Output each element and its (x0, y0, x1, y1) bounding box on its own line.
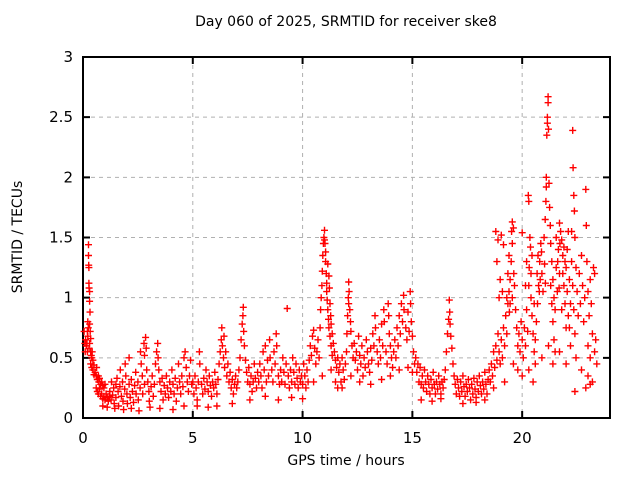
y-tick-label: 1.5 (49, 229, 73, 247)
axis-ticks (82, 56, 610, 419)
y-tick-label: 2 (63, 168, 73, 186)
grid-lines (83, 57, 610, 418)
y-tick-label: 2.5 (49, 108, 73, 126)
x-tick-label: 5 (188, 429, 198, 447)
y-tick-label: 0 (63, 409, 73, 427)
scatter-points (80, 93, 601, 415)
y-tick-label: 3 (63, 48, 73, 66)
y-tick-label: 0.5 (49, 349, 73, 367)
x-tick-label: 20 (513, 429, 532, 447)
y-axis-label: SRMTID / TECUs (10, 180, 26, 294)
x-tick-label: 15 (403, 429, 422, 447)
x-axis-label: GPS time / hours (287, 453, 405, 469)
x-tick-label: 10 (293, 429, 312, 447)
y-tick-label: 1 (63, 289, 73, 307)
x-tick-label: 0 (78, 429, 88, 447)
chart-title: Day 060 of 2025, SRMTID for receiver ske… (195, 14, 497, 30)
